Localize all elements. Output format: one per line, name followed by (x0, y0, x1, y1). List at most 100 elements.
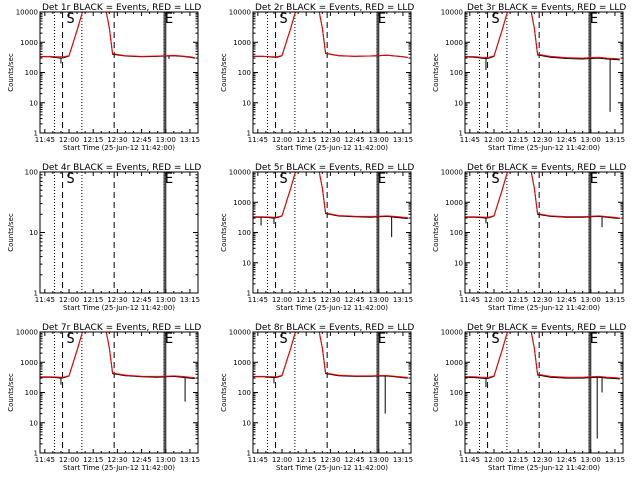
x-tick-label: 13:00 (369, 456, 389, 464)
start-marker: S (491, 331, 499, 347)
x-tick-label: 12:45 (344, 296, 364, 304)
x-tick-label: 12:30 (320, 456, 340, 464)
panel-title: Det 1r BLACK = Events, RED = LLD (42, 3, 201, 13)
x-axis-label: Start Time (25-Jun-12 11:42:00) (488, 144, 600, 152)
y-tick-label: 1000 (20, 359, 38, 367)
plot-frame (464, 171, 624, 294)
y-axis-label: Counts/sec (432, 53, 440, 92)
y-tick-label: 10 (454, 419, 463, 427)
plot-frame (464, 331, 624, 454)
x-tick-label: 12:00 (272, 136, 292, 144)
x-tick-label: 12:30 (107, 456, 127, 464)
x-tick-label: 12:45 (556, 296, 576, 304)
x-tick-label: 13:15 (393, 456, 413, 464)
y-tick-label: 1 (459, 450, 463, 458)
x-axis-label: Start Time (25-Jun-12 11:42:00) (63, 304, 175, 312)
y-tick-label: 10000 (229, 169, 251, 177)
y-tick-label: 100 (238, 229, 251, 237)
x-tick-label: 12:30 (320, 136, 340, 144)
y-tick-label: 100 (238, 389, 251, 397)
x-axis-label: Start Time (25-Jun-12 11:42:00) (276, 304, 388, 312)
series-line-lld (253, 172, 408, 219)
y-axis-label: Counts/sec (220, 373, 228, 412)
x-tick-label: 11:45 (460, 456, 480, 464)
y-tick-label: 10 (454, 99, 463, 107)
end-marker: E (378, 331, 386, 347)
y-tick-label: 1 (459, 290, 463, 298)
series-line-lld (465, 12, 620, 60)
panel-title: Det 2r BLACK = Events, RED = LLD (255, 3, 414, 13)
x-tick-label: 11:45 (248, 136, 268, 144)
end-marker: E (165, 171, 173, 187)
x-axis-label: Start Time (25-Jun-12 11:42:00) (488, 464, 600, 472)
series-line-lld (253, 332, 408, 378)
start-marker: S (279, 331, 287, 347)
x-tick-label: 11:45 (460, 136, 480, 144)
y-tick-label: 100 (450, 229, 463, 237)
series-line-lld (40, 332, 195, 379)
y-tick-label: 10 (242, 419, 251, 427)
y-tick-label: 10 (29, 419, 38, 427)
x-tick-label: 13:00 (369, 296, 389, 304)
plot-frame (252, 331, 412, 454)
series-line-lld (465, 172, 620, 219)
x-tick-label: 11:45 (248, 296, 268, 304)
x-tick-label: 12:45 (556, 136, 576, 144)
y-tick-label: 10 (242, 259, 251, 267)
x-tick-label: 13:00 (581, 456, 601, 464)
y-axis-label: Counts/sec (432, 213, 440, 252)
x-tick-label: 12:30 (107, 296, 127, 304)
y-tick-label: 1000 (233, 199, 251, 207)
end-marker: E (590, 11, 598, 27)
x-tick-label: 13:00 (156, 296, 176, 304)
x-tick-label: 12:15 (83, 136, 103, 144)
y-tick-label: 10 (29, 99, 38, 107)
x-tick-label: 13:00 (369, 136, 389, 144)
panel-det-6: Det 6r BLACK = Events, RED = LLD 11:45 12:… (432, 163, 626, 312)
x-tick-label: 12:15 (508, 296, 528, 304)
panel-det-3: Det 3r BLACK = Events, RED = LLD 11:45 12:… (432, 3, 626, 152)
start-marker: S (491, 11, 499, 27)
y-axis-label: Counts/sec (432, 373, 440, 412)
x-tick-label: 12:00 (59, 136, 79, 144)
series-group (465, 332, 620, 439)
y-tick-label: 1000 (20, 39, 38, 47)
panel-title: Det 6r BLACK = Events, RED = LLD (467, 163, 626, 173)
x-tick-label: 13:15 (180, 296, 200, 304)
y-tick-label: 1000 (233, 359, 251, 367)
y-tick-label: 10 (29, 229, 38, 237)
plot-frame (39, 11, 199, 134)
y-tick-label: 10000 (229, 9, 251, 17)
x-tick-label: 11:45 (35, 296, 55, 304)
x-tick-label: 12:15 (83, 296, 103, 304)
x-axis-label: Start Time (25-Jun-12 11:42:00) (63, 464, 175, 472)
y-tick-label: 1 (34, 290, 38, 298)
end-marker: E (590, 331, 598, 347)
plot-frame (39, 331, 199, 454)
series-group (40, 12, 195, 64)
panel-det-1: Det 1r BLACK = Events, RED = LLD 11:45 12:… (7, 3, 201, 152)
end-marker: E (378, 171, 386, 187)
y-tick-label: 1000 (445, 199, 463, 207)
x-tick-label: 12:45 (131, 136, 151, 144)
x-tick-label: 12:45 (556, 456, 576, 464)
x-tick-label: 11:45 (35, 136, 55, 144)
series-group (40, 332, 195, 402)
start-marker: S (491, 171, 499, 187)
x-tick-label: 12:00 (484, 456, 504, 464)
y-tick-label: 10000 (229, 329, 251, 337)
y-tick-label: 10000 (16, 9, 38, 17)
y-axis-label: Counts/sec (220, 53, 228, 92)
x-tick-label: 13:15 (180, 456, 200, 464)
y-tick-label: 100 (25, 169, 38, 177)
x-tick-label: 12:00 (272, 296, 292, 304)
panel-det-4: Det 4r BLACK = Events, RED = LLD 11:45 12:… (7, 163, 201, 312)
x-axis-label: Start Time (25-Jun-12 11:42:00) (488, 304, 600, 312)
x-tick-label: 12:00 (484, 136, 504, 144)
x-tick-label: 12:15 (508, 136, 528, 144)
y-tick-label: 100 (25, 69, 38, 77)
series-group (465, 12, 620, 112)
x-tick-label: 13:15 (605, 456, 625, 464)
x-tick-label: 13:00 (581, 136, 601, 144)
start-marker: S (66, 171, 74, 187)
